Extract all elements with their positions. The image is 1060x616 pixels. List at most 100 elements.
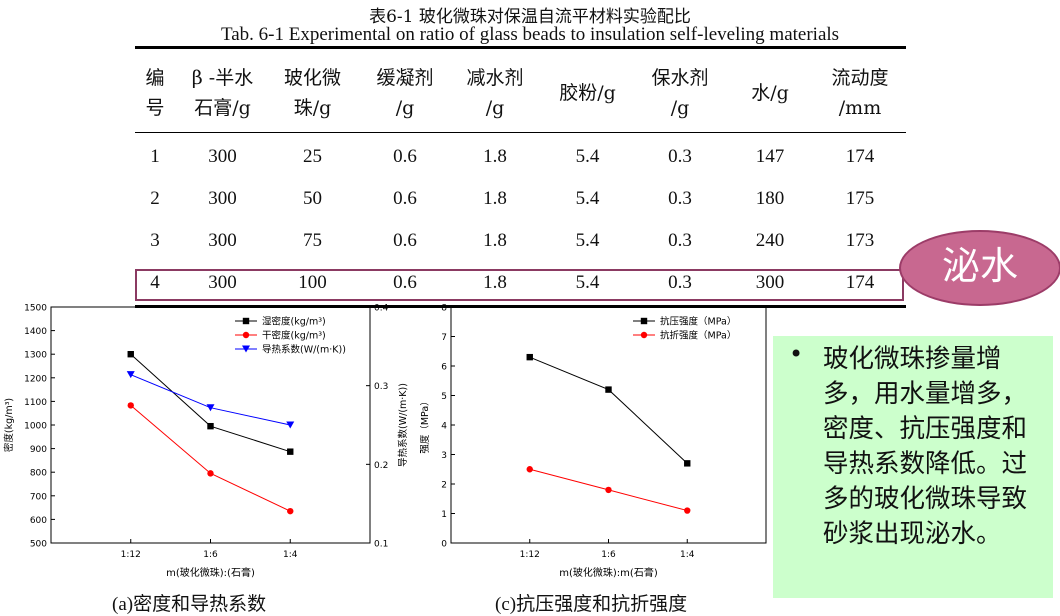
y-tick-label: 7 <box>441 333 447 343</box>
x-axis-label: m(玻化微珠):(石膏) <box>166 566 255 579</box>
table-cell: 75 <box>303 230 322 251</box>
data-point <box>127 402 134 409</box>
table-top-rule <box>135 46 906 49</box>
legend-marker <box>640 317 648 325</box>
data-point <box>287 448 294 455</box>
table-cell: 147 <box>755 146 785 167</box>
header-cell: 胶粉/g <box>559 82 616 104</box>
table-cell: 180 <box>755 188 785 209</box>
y-tick-label: 1000 <box>24 422 47 432</box>
table-cell: 1.8 <box>483 146 507 167</box>
data-point <box>684 460 691 467</box>
table-cell: 173 <box>845 230 875 251</box>
y2-axis-label: 导热系数(W/(m·K)) <box>397 383 409 467</box>
data-point <box>526 353 533 361</box>
table-cell: 0.3 <box>668 146 692 167</box>
table-cell: 240 <box>755 230 785 251</box>
legend-marker <box>242 345 250 353</box>
x-tick-label: 1:12 <box>520 550 540 560</box>
table-cell: 5.4 <box>575 272 600 293</box>
data-point <box>207 422 214 430</box>
table-cell: 50 <box>303 188 322 209</box>
table-cell: 4 <box>150 272 160 293</box>
table-cell: 2 <box>150 188 160 209</box>
data-point <box>287 507 294 515</box>
y-axis-label: 密度(kg/m³) <box>3 398 15 452</box>
header-cell: 编 号 <box>145 67 165 119</box>
series-line <box>130 374 291 426</box>
table-cell: 1 <box>150 146 160 167</box>
y2-tick-label: 0.2 <box>374 461 388 471</box>
note-text: 玻化微珠掺量增多，用水量增多，密度、抗压强度和导热系数降低。过多的玻化微珠导致砂… <box>823 344 1028 549</box>
caption-a: (a)密度和导热系数 <box>112 594 267 615</box>
y-tick-label: 1400 <box>24 327 47 337</box>
x-tick-label: 1:6 <box>203 550 218 560</box>
y-tick-label: 3 <box>441 451 447 461</box>
table-cell: 300 <box>755 272 785 293</box>
x-tick-label: 1:12 <box>121 550 141 560</box>
x-tick-label: 1:4 <box>283 550 298 560</box>
table-cell: 5.4 <box>575 188 600 209</box>
density-thermal-chart: 500 600 700 800 900 1000 1100 1200 1300 1400 1500 0… <box>3 304 409 580</box>
series-line <box>130 405 291 512</box>
table-cell: 175 <box>845 188 875 209</box>
y-tick-label: 700 <box>30 492 47 502</box>
x-tick-label: 1:4 <box>680 550 695 560</box>
x-tick-label: 1:6 <box>601 550 616 560</box>
y-tick-label: 4 <box>441 422 447 432</box>
table-cell: 1.8 <box>483 188 507 209</box>
legend-marker <box>242 317 250 325</box>
header-cell: 保水剂 /g <box>651 67 709 119</box>
y-tick-label: 5 <box>441 392 447 402</box>
header-cell: 减水剂 /g <box>466 67 524 119</box>
table-cell: 0.3 <box>668 230 692 251</box>
table-cell: 1.8 <box>483 272 507 293</box>
y-tick-label: 1500 <box>24 304 47 314</box>
table-row: 4 300 100 0.6 1.8 5.4 0.3 300 174 <box>135 268 906 298</box>
table-cell: 1.8 <box>483 230 507 251</box>
data-point <box>526 466 533 473</box>
y-tick-label: 1100 <box>24 398 47 408</box>
data-point <box>127 351 134 358</box>
table-cell: 174 <box>845 272 875 293</box>
legend-label: 抗压强度（MPa） <box>660 316 736 328</box>
table-row: 3 300 75 0.6 1.8 5.4 0.3 240 173 <box>135 226 906 256</box>
data-point <box>605 386 612 393</box>
series-line <box>130 353 291 453</box>
y-tick-label: 1 <box>441 510 447 520</box>
table-cell: 0.6 <box>393 230 417 251</box>
x-axis-label: m(玻化微珠):m(石膏) <box>559 566 658 579</box>
y2-tick-label: 0.4 <box>374 304 389 314</box>
table-cell: 0.3 <box>668 272 692 293</box>
strength-chart: 0 1 2 3 4 5 6 7 8 1:12 1:6 1:4 m(玻化微珠):m(石膏) 强度（MPa） 抗… <box>420 304 767 579</box>
table-cell: 300 <box>208 188 237 209</box>
y-tick-label: 6 <box>441 363 447 373</box>
y-tick-label: 1300 <box>24 351 47 361</box>
table-header-rule <box>135 132 906 133</box>
y-tick-label: 900 <box>30 445 47 455</box>
table-cell: 174 <box>845 146 875 167</box>
data-point <box>286 421 295 429</box>
table-cell: 0.3 <box>668 188 692 209</box>
data-point <box>126 371 135 379</box>
header-cell: 流动度 /mm <box>831 67 889 119</box>
table-cell: 25 <box>303 146 322 167</box>
y-tick-label: 600 <box>30 516 47 526</box>
series-line <box>529 356 688 464</box>
table-cell: 100 <box>298 272 327 293</box>
legend-marker <box>640 331 648 339</box>
conclusion-note: • 玻化微珠掺量增多，用水量增多，密度、抗压强度和导热系数降低。过多的玻化微珠导… <box>773 336 1053 598</box>
caption-c: (c)抗压强度和抗折强度 <box>495 594 688 615</box>
table-title-cn: 表6-1 玻化微珠对保温自流平材料实验配比 <box>369 7 691 27</box>
y2-tick-label: 0.3 <box>374 382 388 392</box>
bullet-icon: • <box>789 340 804 368</box>
y-tick-label: 8 <box>441 304 447 314</box>
header-cell: 缓凝剂 /g <box>376 67 434 119</box>
table-cell: 3 <box>150 230 160 251</box>
header-cell: 玻化微 珠/g <box>283 67 341 119</box>
table-cell: 0.6 <box>393 188 417 209</box>
y-tick-label: 800 <box>30 469 47 479</box>
table-cell: 300 <box>208 146 237 167</box>
legend-label: 干密度(kg/m³) <box>262 330 326 342</box>
legend-marker <box>242 331 250 339</box>
